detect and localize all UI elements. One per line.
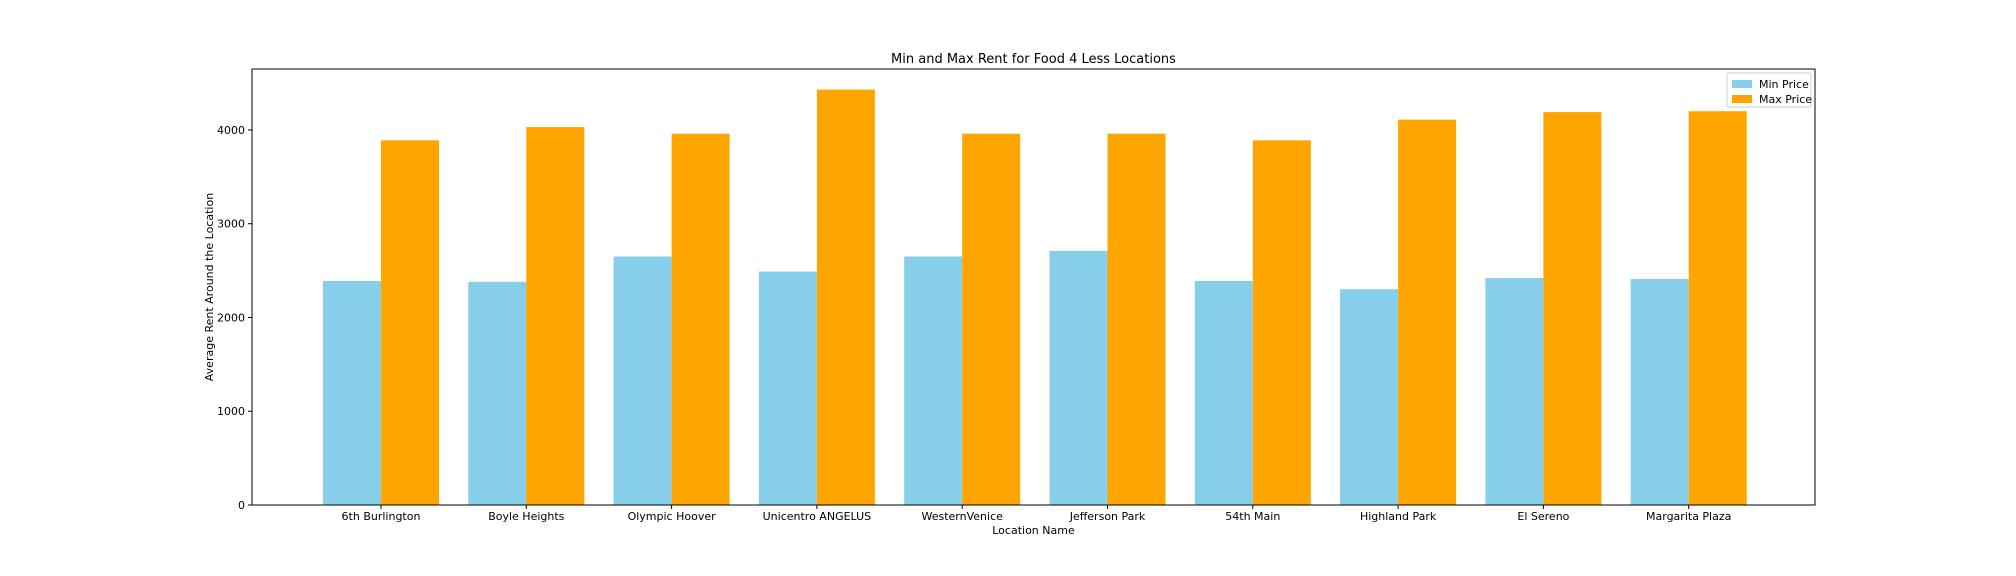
min-price-bar xyxy=(1485,278,1544,505)
legend: Min Price Max Price xyxy=(1726,72,1812,108)
y-tick-label: 0 xyxy=(238,499,245,512)
y-axis-label: Average Rent Around the Location xyxy=(203,193,216,381)
x-tick-label: El Sereno xyxy=(1517,510,1569,523)
max-price-bar xyxy=(1543,112,1602,505)
x-tick-label: Margarita Plaza xyxy=(1646,510,1731,523)
plot-area: 0 1000 2000 3000 4000 6th Burlington Boyle He… xyxy=(217,68,1816,523)
y-tick-label: 2000 xyxy=(217,311,245,324)
y-tick-label: 3000 xyxy=(217,218,245,231)
x-tick-label: Olympic Hoover xyxy=(628,510,717,523)
min-price-bar xyxy=(323,280,381,505)
x-axis-ticks: 6th Burlington Boyle Heights Olympic Hoove… xyxy=(342,505,1731,523)
plot-frame xyxy=(251,68,1816,506)
legend-swatch xyxy=(1732,95,1752,103)
min-price-bar xyxy=(1630,279,1689,505)
x-tick-label: 54th Main xyxy=(1225,510,1280,523)
x-tick-label: Jefferson Park xyxy=(1069,510,1146,523)
y-tick-label: 4000 xyxy=(217,124,245,137)
max-price-bar xyxy=(381,140,439,506)
max-price-bar xyxy=(1252,140,1311,506)
min-price-bar xyxy=(1194,280,1253,505)
legend-items: Min Price Max Price xyxy=(1732,78,1812,106)
min-price-bar xyxy=(1049,250,1108,505)
min-price-bar xyxy=(613,256,672,505)
min-price-bar xyxy=(1340,289,1399,505)
max-price-bar xyxy=(816,89,875,505)
chart-title: Min and Max Rent for Food 4 Less Locatio… xyxy=(891,52,1176,67)
max-price-bar xyxy=(962,133,1021,505)
x-tick-label: Highland Park xyxy=(1360,510,1437,523)
y-tick-label: 1000 xyxy=(217,405,245,418)
max-price-bar xyxy=(1107,133,1166,505)
y-axis-ticks: 0 1000 2000 3000 4000 xyxy=(217,124,252,512)
max-price-bar xyxy=(1688,111,1747,505)
max-price-bar xyxy=(671,133,730,505)
min-price-bar xyxy=(468,281,527,505)
x-tick-label: 6th Burlington xyxy=(342,510,421,523)
max-price-bar xyxy=(526,127,585,505)
x-tick-label: WesternVenice xyxy=(921,510,1003,523)
min-price-bar xyxy=(758,271,817,505)
x-axis-label: Location Name xyxy=(992,524,1075,537)
bars-layer xyxy=(323,89,1747,506)
x-tick-label: Unicentro ANGELUS xyxy=(763,510,872,523)
min-price-bar xyxy=(904,256,963,505)
legend-label: Min Price xyxy=(1759,78,1809,91)
legend-label: Max Price xyxy=(1759,93,1812,106)
max-price-bar xyxy=(1398,119,1457,505)
legend-swatch xyxy=(1732,80,1752,88)
x-tick-label: Boyle Heights xyxy=(488,510,564,523)
